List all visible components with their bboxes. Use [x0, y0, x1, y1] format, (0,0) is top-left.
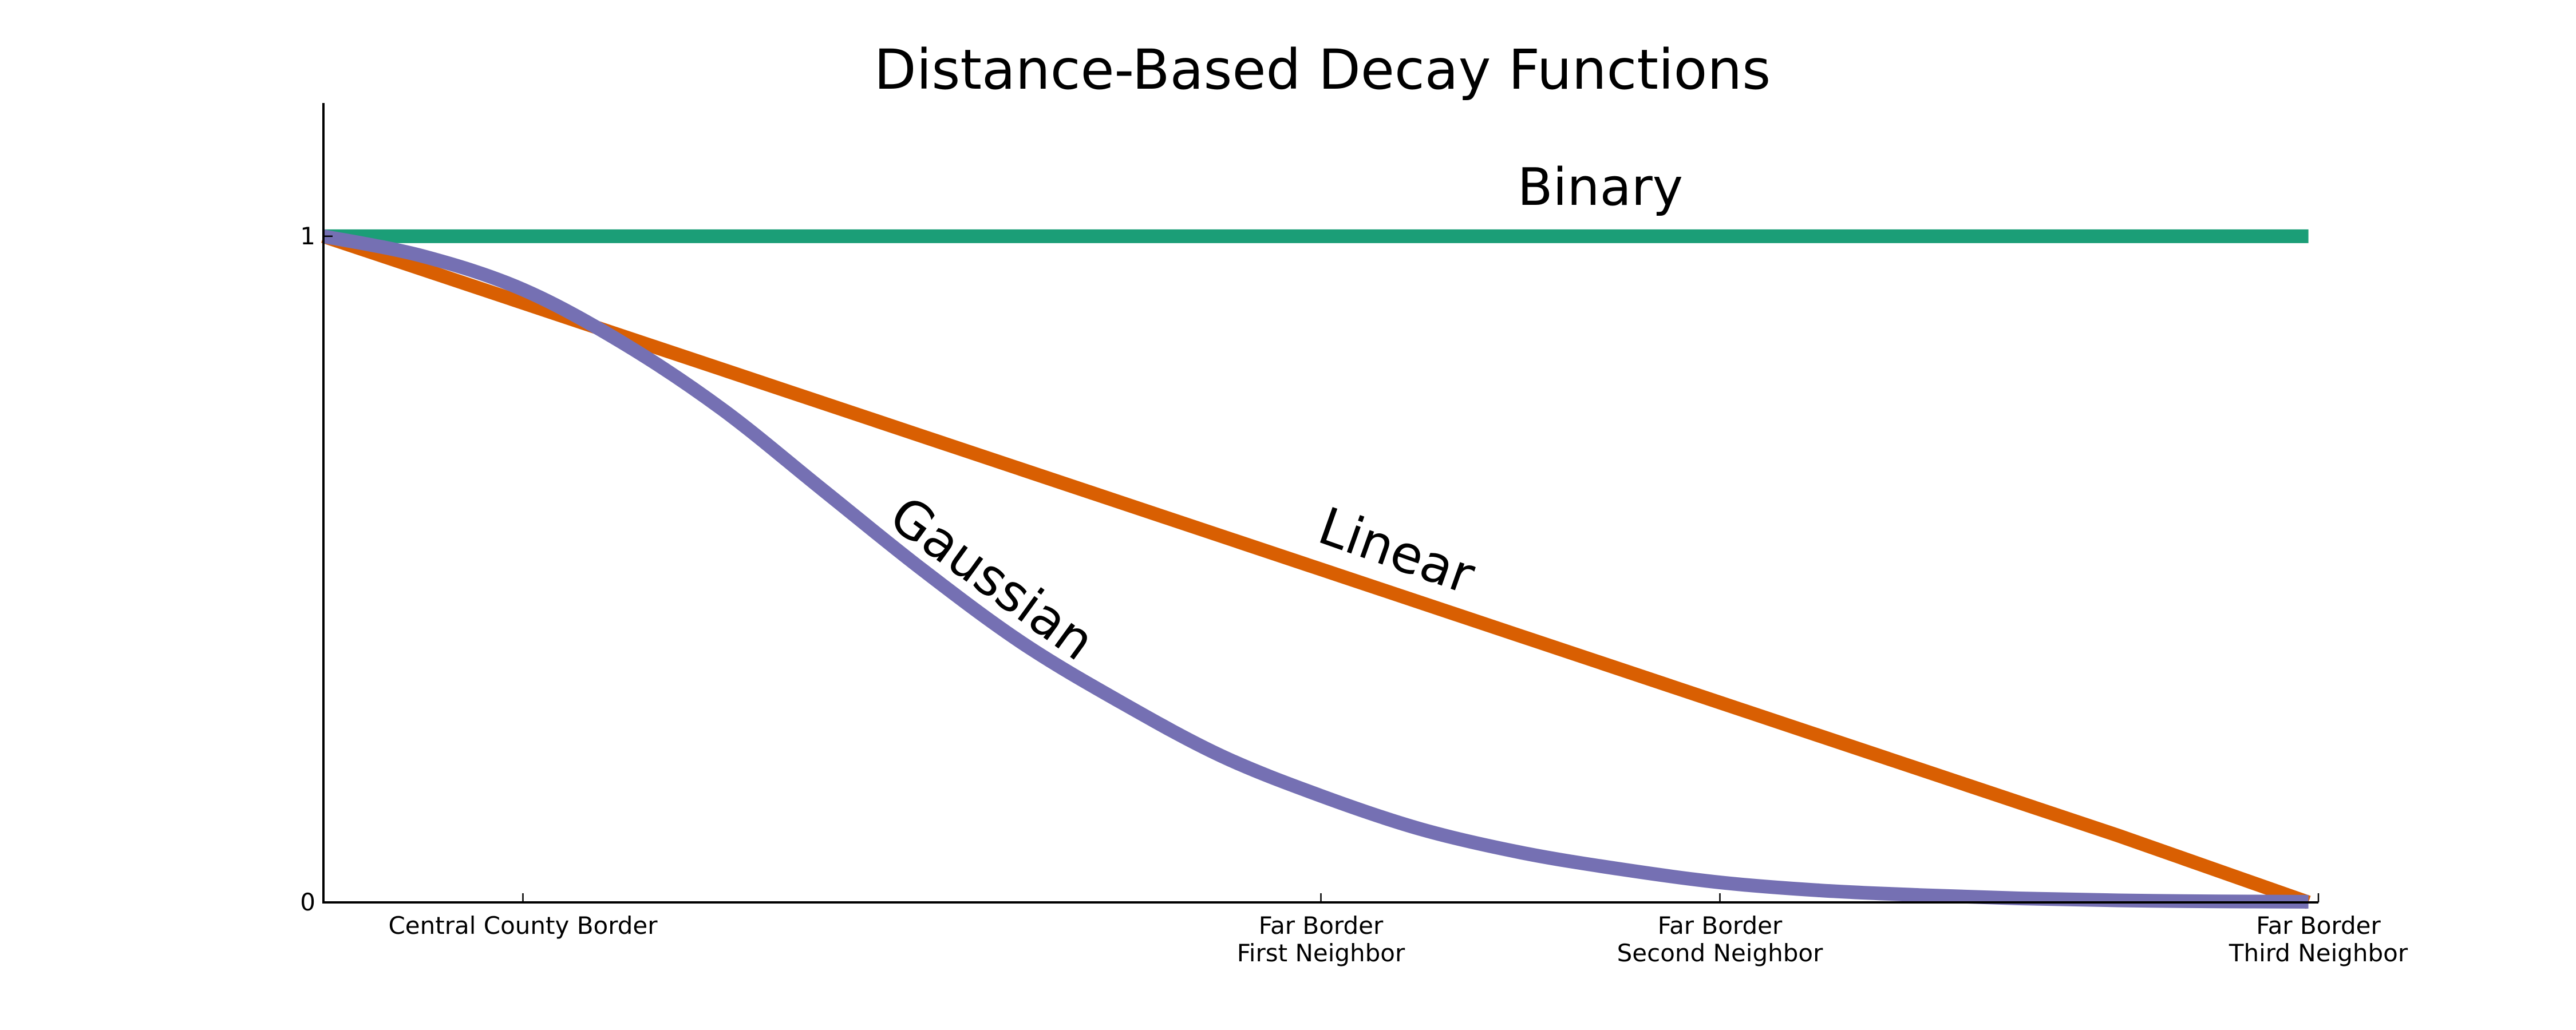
y-tick-label: 0 [300, 888, 315, 916]
series-label-gaussian: Gaussian [879, 485, 1105, 672]
x-tick-label-line: Far Border [2256, 912, 2381, 940]
chart-title: Distance-Based Decay Functions [874, 38, 1771, 102]
x-tick-label: Far Border First Neighbor [1237, 912, 1405, 967]
x-tick-label-line: Far Border [1658, 912, 1783, 940]
x-tick-label: Central County Border [388, 912, 658, 940]
series-line-linear [321, 229, 2311, 909]
series-layer [321, 229, 2311, 909]
x-tick-label-line: Third Neighbor [2229, 939, 2408, 967]
y-tick-label: 1 [300, 222, 315, 250]
axes-frame [322, 103, 2318, 904]
x-tick-label-line: Second Neighbor [1617, 939, 1823, 967]
x-tick-label-line: Far Border [1259, 912, 1384, 940]
ticks-layer: Central County Border Far Border First Nei… [300, 222, 2408, 967]
x-tick-label-line: Central County Border [388, 912, 658, 940]
x-tick-label-line: First Neighbor [1237, 939, 1405, 967]
series-line-gaussian [322, 229, 2309, 909]
x-tick-label: Far Border Third Neighbor [2229, 912, 2408, 967]
x-tick-label: Far Border Second Neighbor [1617, 912, 1823, 967]
axes-layer [322, 103, 2318, 904]
series-label-binary: Binary [1518, 157, 1683, 217]
